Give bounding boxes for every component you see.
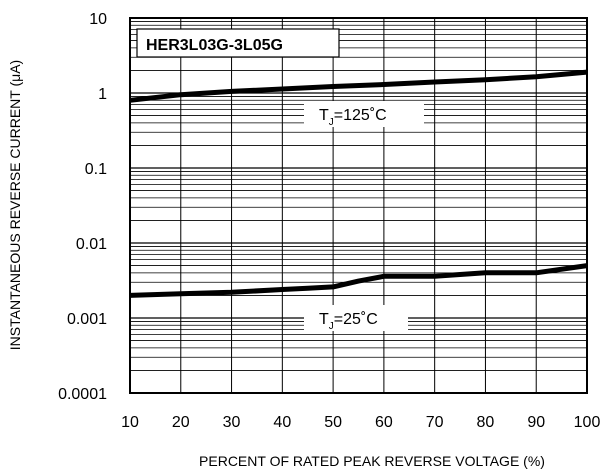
annotation-125c: TJ=125˚C: [304, 101, 424, 128]
y-axis-label: INSTANTANEOUS REVERSE CURRENT (μA): [7, 60, 23, 350]
series-line-tj-25c: [129, 263, 588, 298]
annotation-125c-bg: [304, 101, 424, 127]
y-tick-label: 1: [98, 86, 107, 103]
annotation-25c-bg: [304, 305, 408, 331]
y-tick-label: 0.01: [76, 236, 107, 253]
x-tick-label: 100: [574, 414, 601, 431]
x-tick-label: 90: [527, 414, 545, 431]
annotation-25c-label: TJ=25˚C: [319, 311, 378, 332]
x-tick-label: 80: [477, 414, 495, 431]
plot-frame: [129, 17, 588, 394]
x-tick-label: 20: [172, 414, 190, 431]
y-tick-label: 10: [89, 11, 107, 28]
x-axis-label: PERCENT OF RATED PEAK REVERSE VOLTAGE (%…: [199, 453, 545, 469]
y-tick-label: 0.0001: [58, 386, 107, 403]
y-tick-label: 0.001: [67, 311, 107, 328]
tick-labels: 10 20 30 40 50 60 70 80 90 100 10 1 0.1 0.01 0.001 0.00…: [58, 11, 600, 431]
y-tick-label: 0.1: [85, 161, 107, 178]
annotation-25c: TJ=25˚C: [304, 305, 408, 332]
x-tick-label: 50: [324, 414, 342, 431]
x-tick-label: 30: [223, 414, 241, 431]
x-tick-label: 10: [121, 414, 139, 431]
x-tick-label: 70: [426, 414, 444, 431]
title-box-frame: [136, 28, 340, 58]
series-lines: [129, 69, 588, 298]
chart-title: HER3L03G-3L05G: [146, 37, 283, 54]
annotation-125c-label: TJ=125˚C: [319, 107, 387, 128]
x-tick-label: 40: [273, 414, 291, 431]
chart-title-box: HER3L03G-3L05G: [136, 28, 340, 58]
series-line-tj-125c: [129, 69, 588, 103]
x-tick-label: 60: [375, 414, 393, 431]
grid-lines: [130, 18, 587, 393]
